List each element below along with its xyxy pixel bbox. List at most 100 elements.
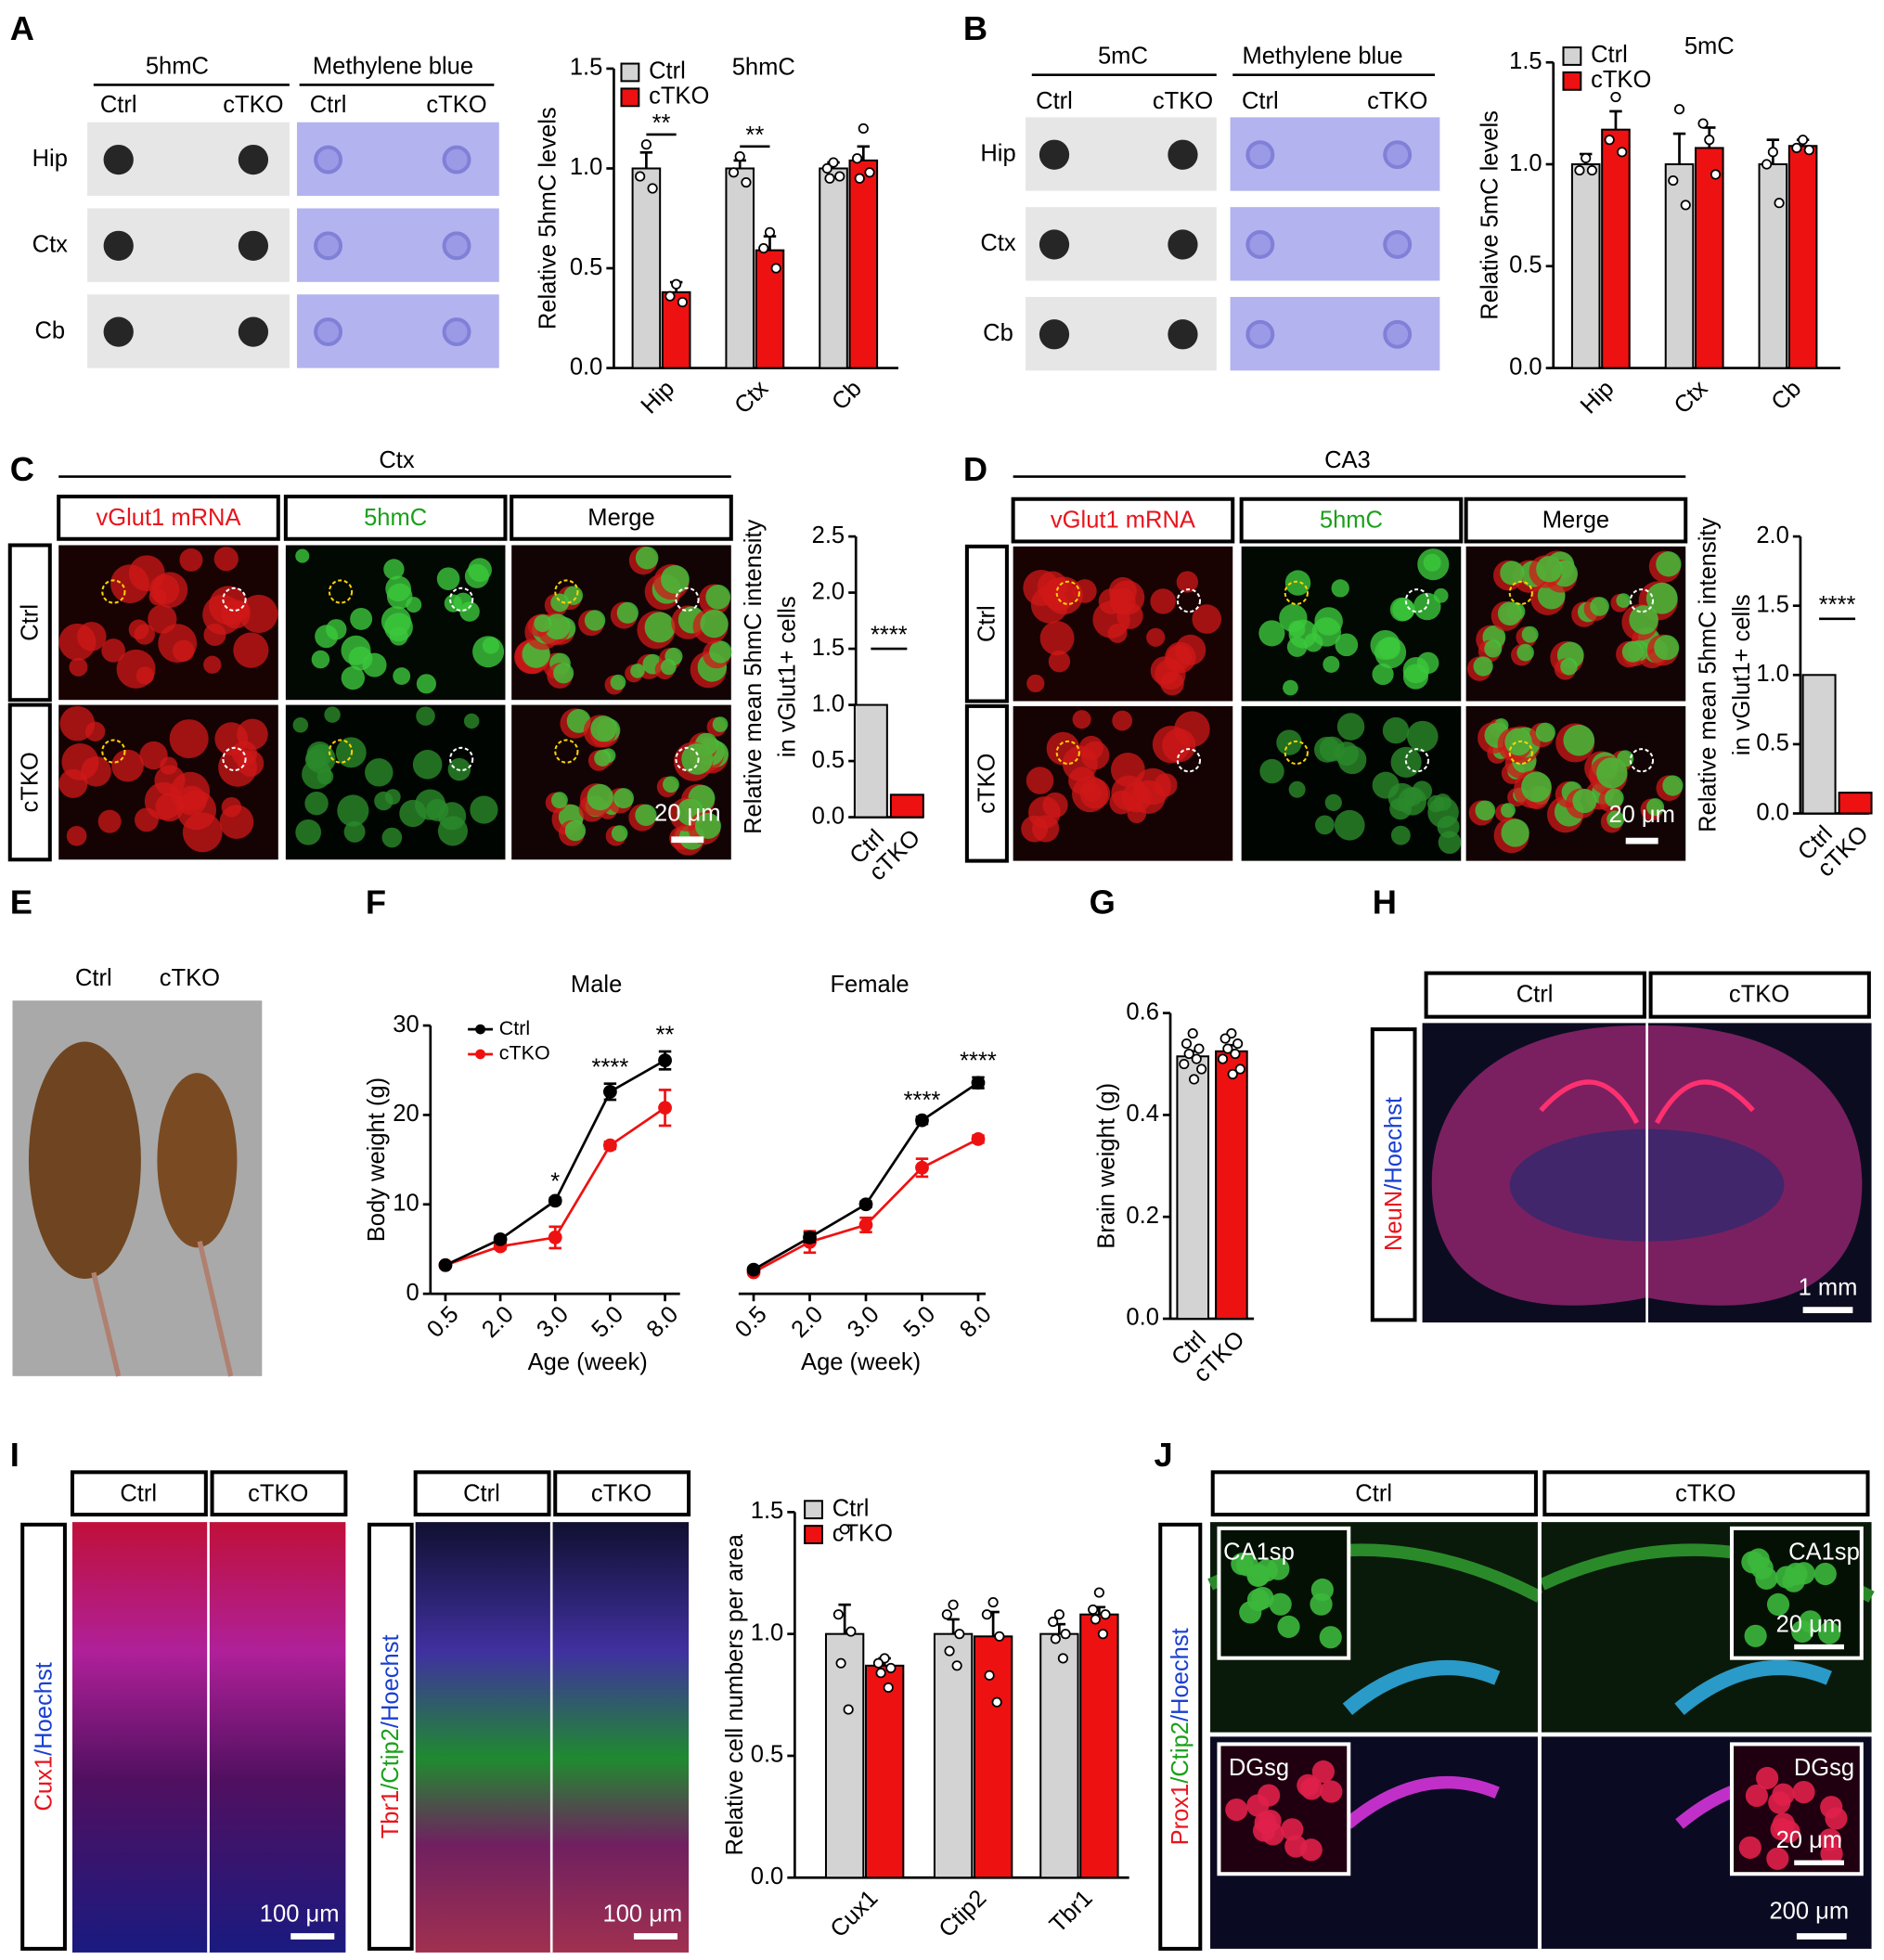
blot-stain: Methylene blue: [1242, 44, 1402, 70]
cell-nucleus: [416, 706, 435, 726]
panel-label: D: [963, 450, 987, 488]
data-point: [885, 1662, 897, 1674]
row-label: cTKO: [17, 752, 43, 812]
data-point: [994, 1631, 1005, 1642]
row-label: Ctrl: [974, 605, 1000, 642]
significance: ****: [1819, 592, 1856, 618]
bar: [1664, 163, 1695, 369]
cell-nucleus: [616, 601, 639, 624]
row-header: [964, 544, 1009, 703]
stain-part: /Ctip2: [378, 1728, 404, 1790]
bar: [1215, 1050, 1248, 1321]
data-point: [1791, 142, 1802, 154]
bar: [1079, 1613, 1119, 1879]
scale-bar-label: 200 μm: [1769, 1899, 1849, 1925]
significance: *: [550, 1169, 560, 1195]
data-point: [835, 1657, 846, 1669]
cell-nucleus: [470, 795, 498, 824]
data-point: [803, 1231, 817, 1244]
column-label: vGlut1 mRNA: [96, 505, 240, 531]
bar: [1787, 145, 1818, 369]
cell-nucleus: [343, 820, 366, 843]
y-axis-label: Relative mean 5hmC intensity: [1696, 517, 1722, 832]
inset-nucleus: [1277, 1615, 1300, 1638]
data-point: [1586, 165, 1597, 176]
cell-nucleus: [613, 788, 634, 809]
data-point: [1090, 1614, 1101, 1625]
column-label: cTKO: [248, 1480, 308, 1506]
column-label: cTKO: [591, 1480, 652, 1506]
data-point: [1803, 145, 1814, 156]
legend-swatch: [804, 1525, 823, 1544]
roi-circle: [101, 739, 126, 764]
blot-antibody: 5mC: [1098, 44, 1148, 70]
roi-circle: [1055, 580, 1080, 605]
cell-nucleus: [564, 819, 587, 842]
inset-nucleus: [1738, 1836, 1761, 1859]
data-point: [1673, 104, 1685, 115]
data-point: [438, 1257, 453, 1272]
cell-signal: [169, 719, 209, 759]
cell-nucleus: [1335, 633, 1359, 657]
cell-nucleus: [700, 609, 729, 638]
cell-signal: [239, 594, 278, 634]
y-tick-label: 2.0: [1756, 522, 1789, 548]
data-point: [1227, 1068, 1238, 1080]
row-header: [1158, 1522, 1203, 1951]
y-tick-label: 0.2: [1126, 1203, 1159, 1229]
chart-title: Female: [830, 972, 909, 998]
column-header: [1542, 1470, 1870, 1517]
significance: ****: [960, 1049, 997, 1075]
cell-signal: [116, 649, 156, 689]
data-point: [875, 1668, 886, 1679]
cell-nucleus: [383, 559, 405, 580]
scale-bar-label: 1 mm: [1799, 1274, 1858, 1300]
column-label: cTKO: [1675, 1480, 1736, 1506]
data-point: [858, 1218, 873, 1232]
cell-nucleus: [324, 706, 341, 723]
cell-nucleus: [1434, 793, 1452, 811]
legend-label: cTKO: [1591, 67, 1651, 93]
data-point: [971, 1132, 986, 1146]
column-header: [57, 495, 280, 541]
blot-ring: [1383, 140, 1413, 170]
cell-nucleus: [412, 750, 443, 780]
significance: **: [745, 122, 764, 148]
legend-label: cTKO: [649, 84, 709, 110]
cell-nucleus: [635, 804, 657, 826]
data-point: [1179, 1058, 1190, 1070]
cell-signal: [1026, 767, 1054, 794]
inset-nucleus: [1254, 1811, 1277, 1835]
cell-signal: [135, 807, 159, 832]
legend-swatch: [1562, 71, 1582, 91]
mouse-ctrl: [28, 1041, 141, 1279]
data-point: [1097, 1629, 1109, 1640]
roi-circle: [1176, 748, 1202, 773]
roi-circle: [1284, 740, 1309, 766]
blot-dot: [1168, 139, 1198, 170]
cell-nucleus: [350, 607, 373, 630]
blot-ring: [1245, 140, 1275, 170]
cell-signal: [1176, 571, 1198, 593]
blot-row: Ctx: [32, 232, 69, 258]
cell-nucleus: [1314, 736, 1340, 763]
data-point: [1798, 135, 1809, 146]
cell-signal: [233, 632, 269, 668]
cell-nucleus: [1475, 800, 1496, 821]
blot-dot: [1039, 229, 1070, 260]
row-header: [7, 543, 52, 703]
cell-nucleus: [1331, 579, 1349, 598]
cell-nucleus: [1314, 607, 1343, 636]
cell-nucleus: [1596, 757, 1628, 789]
cell-nucleus: [610, 674, 626, 690]
cell-nucleus: [694, 812, 721, 839]
inset-nucleus: [1320, 1780, 1343, 1803]
legend-label: cTKO: [499, 1042, 550, 1064]
bar: [725, 167, 755, 369]
cell-nucleus: [1372, 771, 1400, 799]
inset-nucleus: [1766, 1592, 1790, 1617]
inset-nucleus: [1772, 1783, 1795, 1806]
cell-signal: [1112, 710, 1133, 731]
row-label: cTKO: [974, 754, 1000, 814]
